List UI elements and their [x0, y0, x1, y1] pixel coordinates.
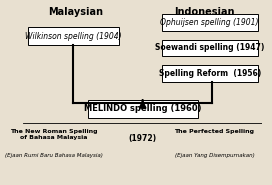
Text: The Perfected Spelling: The Perfected Spelling	[174, 129, 254, 134]
FancyBboxPatch shape	[88, 100, 198, 118]
Text: (Ejaan Rumi Baru Bahasa Malaysia): (Ejaan Rumi Baru Bahasa Malaysia)	[5, 153, 103, 158]
Text: MELINDO spelling (1960): MELINDO spelling (1960)	[84, 104, 201, 113]
FancyBboxPatch shape	[162, 40, 258, 56]
Text: Ophuijsen spelling (1901): Ophuijsen spelling (1901)	[160, 18, 259, 27]
Text: Wilkinson spelling (1904): Wilkinson spelling (1904)	[25, 31, 122, 41]
Text: (1972): (1972)	[129, 134, 157, 143]
FancyBboxPatch shape	[162, 65, 258, 82]
Text: Malaysian: Malaysian	[48, 7, 103, 17]
FancyBboxPatch shape	[28, 27, 119, 45]
Text: The New Roman Spelling
of Bahasa Malaysia: The New Roman Spelling of Bahasa Malaysi…	[10, 129, 98, 140]
Text: Soewandi spelling (1947): Soewandi spelling (1947)	[155, 43, 264, 52]
Text: Spelling Reform  (1956): Spelling Reform (1956)	[159, 69, 261, 78]
FancyBboxPatch shape	[162, 14, 258, 31]
Text: Indonesian: Indonesian	[175, 7, 235, 17]
Text: (Ejaan Yang Disempurnakan): (Ejaan Yang Disempurnakan)	[175, 153, 254, 158]
